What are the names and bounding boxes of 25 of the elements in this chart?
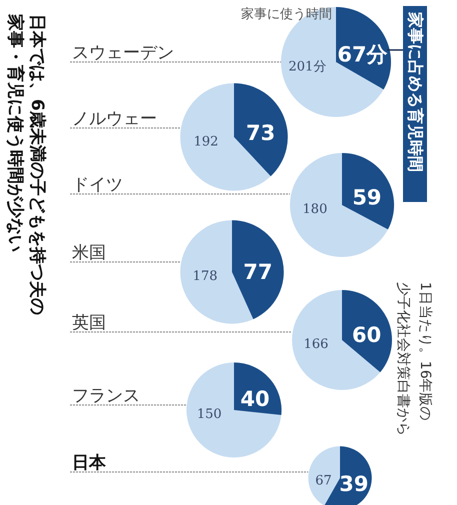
data-label: 77 <box>243 260 272 284</box>
data-label: 40 <box>240 387 270 412</box>
data-label: 60 <box>352 322 382 347</box>
data-label: 67 <box>315 474 332 489</box>
data-label: 67分 <box>337 42 389 66</box>
data-label: 59 <box>352 185 382 210</box>
category-label: フランス <box>72 386 140 406</box>
text: 家事に占める育児時間 <box>406 11 425 172</box>
category-label: 日本 <box>72 453 107 473</box>
data-label: 150 <box>196 406 222 422</box>
text: 日本では、6歳未満の子どもを持つ夫の家事・育児に使う時間が少ない <box>5 13 47 315</box>
text: 1日当たり。16年版の少子化社会対策白書から <box>395 282 433 436</box>
series-label: 家事に使う時間 <box>241 6 332 22</box>
data-label: 166 <box>304 337 328 352</box>
data-label: 201分 <box>288 59 326 74</box>
category-label: ノルウェー <box>72 109 157 129</box>
data-label: 178 <box>192 269 218 284</box>
category-label: 英国 <box>72 313 106 333</box>
data-label: 73 <box>246 120 276 145</box>
data-label: 192 <box>194 134 218 150</box>
data-label: 180 <box>302 202 328 218</box>
category-label: ドイツ <box>72 175 123 195</box>
category-label: スウェーデン <box>72 43 174 63</box>
data-label: 39 <box>339 472 368 496</box>
category-label: 米国 <box>72 243 106 263</box>
